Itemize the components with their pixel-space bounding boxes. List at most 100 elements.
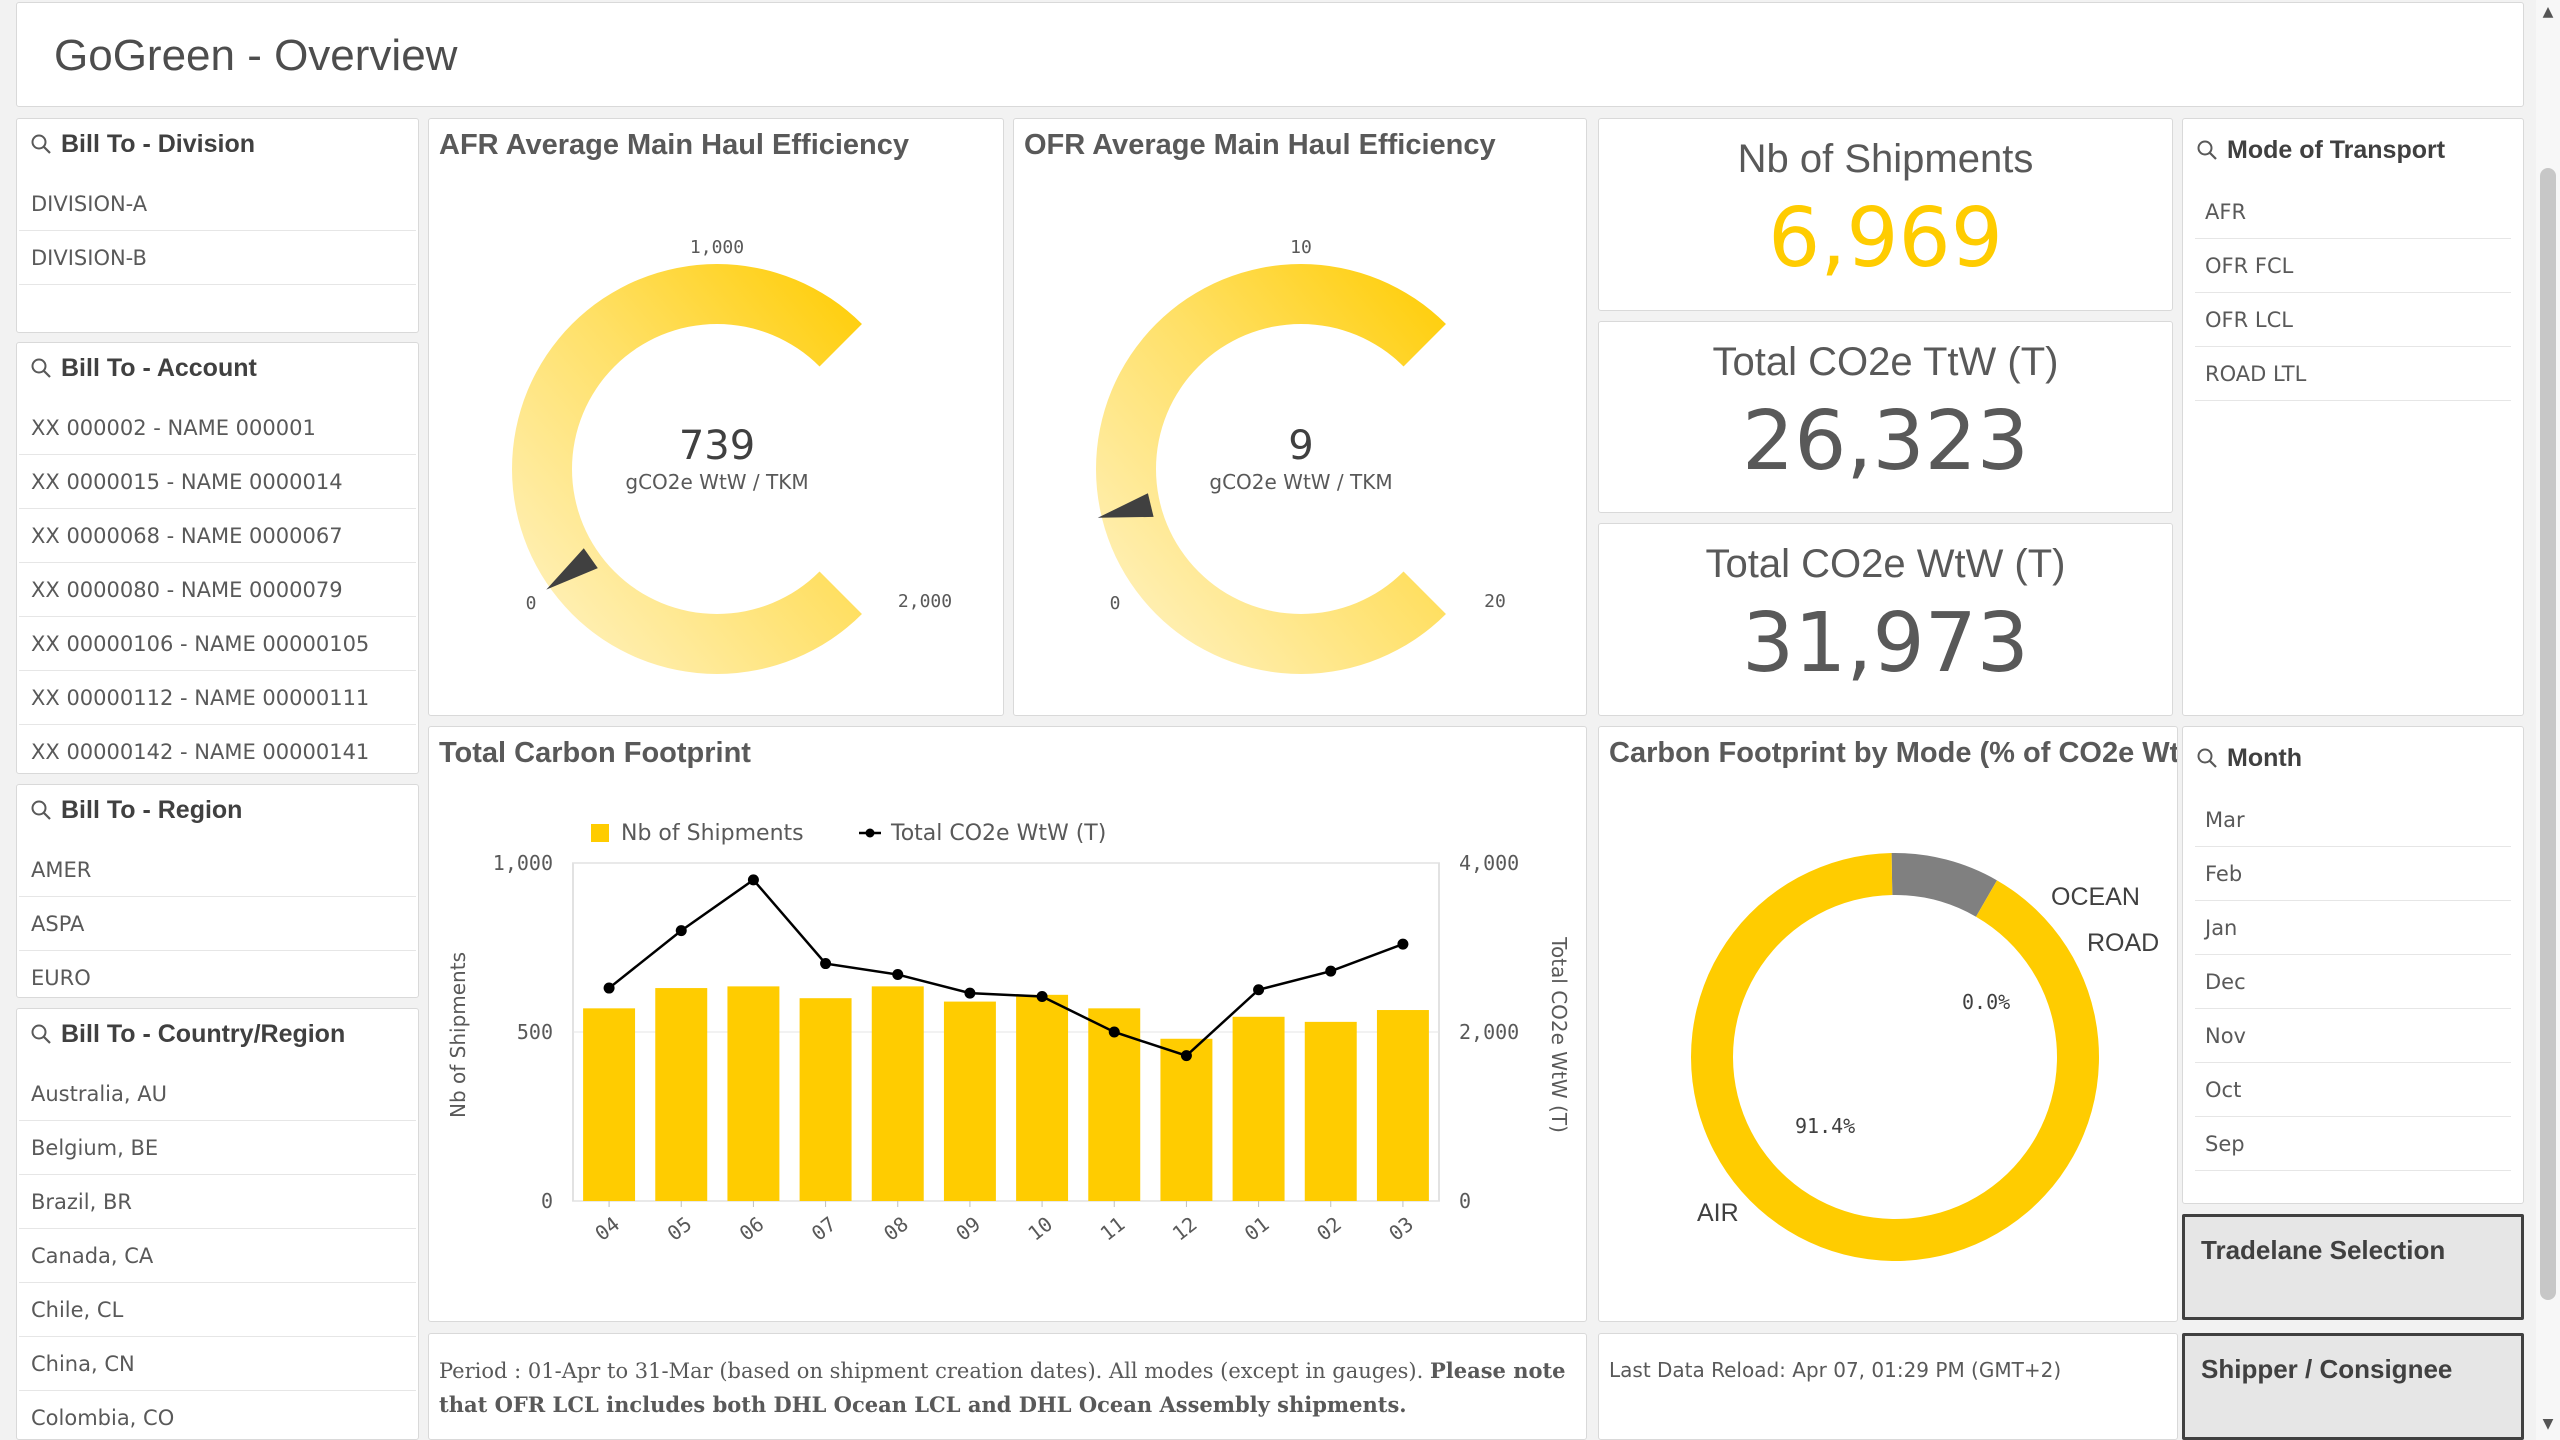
point-co2e-wtw[interactable] — [1325, 965, 1337, 977]
point-co2e-wtw[interactable] — [820, 958, 832, 970]
afr-gauge-title: AFR Average Main Haul Efficiency — [439, 129, 910, 161]
search-icon[interactable] — [29, 356, 53, 380]
filter-country-header[interactable]: Bill To - Country/Region — [17, 1009, 418, 1059]
list-item[interactable]: OFR FCL — [2195, 239, 2511, 293]
bar-shipments[interactable] — [871, 986, 924, 1201]
point-co2e-wtw[interactable] — [603, 982, 615, 994]
bar-shipments[interactable] — [655, 988, 708, 1201]
filter-mode[interactable]: Mode of Transport AFR OFR FCL OFR LCL RO… — [2182, 118, 2524, 716]
filter-account-header[interactable]: Bill To - Account — [17, 343, 418, 393]
gauge-fill — [511, 264, 862, 674]
filter-division-title: Bill To - Division — [61, 129, 255, 158]
list-item[interactable]: XX 0000068 - NAME 0000067 — [19, 509, 416, 563]
list-item[interactable]: DIVISION-B — [19, 231, 416, 285]
point-co2e-wtw[interactable] — [747, 874, 759, 886]
gauge-value: 739 — [679, 423, 755, 469]
filter-country[interactable]: Bill To - Country/Region Australia, AU B… — [16, 1008, 419, 1440]
kpi-ttw-value: 26,323 — [1742, 394, 2029, 489]
search-icon[interactable] — [29, 798, 53, 822]
list-item[interactable]: Chile, CL — [19, 1283, 416, 1337]
carbon-footprint-chart: 04 05 06 07 08 09 10 11 12 01 02 03 0 500 1,000 0 2,00… — [446, 821, 1571, 1246]
tradelane-selection-button[interactable]: Tradelane Selection — [2182, 1214, 2524, 1320]
bar-shipments[interactable] — [583, 1008, 636, 1201]
gauge-max-label: 20 — [1484, 591, 1506, 612]
point-co2e-wtw[interactable] — [1180, 1050, 1192, 1062]
scroll-down-icon[interactable]: ▼ — [2542, 1416, 2554, 1432]
page-scrollbar[interactable]: ▲ ▼ — [2536, 0, 2560, 1440]
y-tick-label: 500 — [517, 1020, 553, 1044]
point-co2e-wtw[interactable] — [1397, 938, 1409, 950]
filter-account[interactable]: Bill To - Account XX 000002 - NAME 00000… — [16, 342, 419, 774]
filter-month[interactable]: Month Mar Feb Jan Dec Nov Oct Sep — [2182, 726, 2524, 1204]
gauge-needle — [1097, 493, 1154, 518]
scroll-up-icon[interactable]: ▲ — [2542, 4, 2554, 20]
kpi-ttw-title: Total CO2e TtW (T) — [1712, 340, 2059, 384]
point-co2e-wtw[interactable] — [1108, 1026, 1120, 1038]
list-item[interactable]: Dec — [2195, 955, 2511, 1009]
gauge-unit: gCO2e WtW / TKM — [625, 470, 808, 494]
bar-shipments[interactable] — [1304, 1021, 1357, 1201]
point-co2e-wtw[interactable] — [1036, 991, 1048, 1003]
point-co2e-wtw[interactable] — [675, 925, 687, 937]
list-item[interactable]: Australia, AU — [19, 1067, 416, 1121]
list-item[interactable]: Mar — [2195, 793, 2511, 847]
list-item[interactable]: XX 000002 - NAME 000001 — [19, 401, 416, 455]
app-title: GoGreen - Overview — [54, 31, 458, 80]
point-co2e-wtw[interactable] — [964, 987, 976, 999]
list-item[interactable]: Canada, CA — [19, 1229, 416, 1283]
x-tick-label: 10 — [1023, 1212, 1057, 1246]
filter-division[interactable]: Bill To - Division DIVISION-A DIVISION-B — [16, 118, 419, 333]
bar-shipments[interactable] — [1232, 1016, 1285, 1201]
scroll-thumb[interactable] — [2540, 168, 2556, 1300]
list-item[interactable]: Oct — [2195, 1063, 2511, 1117]
list-item[interactable]: XX 00000142 - NAME 00000141 — [19, 725, 416, 773]
list-item[interactable]: Brazil, BR — [19, 1175, 416, 1229]
list-item[interactable]: Colombia, CO — [19, 1391, 416, 1439]
donut-slice-ocean[interactable] — [1891, 853, 1997, 917]
list-item[interactable]: XX 00000112 - NAME 00000111 — [19, 671, 416, 725]
list-item[interactable]: XX 0000015 - NAME 0000014 — [19, 455, 416, 509]
app-title-bar: GoGreen - Overview — [16, 2, 2524, 107]
bar-shipments[interactable] — [943, 1001, 996, 1201]
bar-shipments[interactable] — [799, 998, 852, 1201]
list-item[interactable]: Feb — [2195, 847, 2511, 901]
list-item[interactable]: XX 00000106 - NAME 00000105 — [19, 617, 416, 671]
point-co2e-wtw[interactable] — [892, 969, 904, 981]
y2-tick-label: 4,000 — [1459, 851, 1519, 875]
list-item[interactable]: Nov — [2195, 1009, 2511, 1063]
list-item[interactable]: XX 0000080 - NAME 0000079 — [19, 563, 416, 617]
list-item[interactable]: Jan — [2195, 901, 2511, 955]
search-icon[interactable] — [29, 1022, 53, 1046]
shipper-consignee-button[interactable]: Shipper / Consignee — [2182, 1333, 2524, 1440]
filter-month-header[interactable]: Month — [2183, 733, 2523, 783]
search-icon[interactable] — [2195, 746, 2219, 770]
bar-shipments[interactable] — [1376, 1010, 1429, 1201]
list-item[interactable]: OFR LCL — [2195, 293, 2511, 347]
list-item[interactable]: AMER — [19, 843, 416, 897]
search-icon[interactable] — [29, 132, 53, 156]
filter-division-header[interactable]: Bill To - Division — [17, 119, 418, 169]
list-item[interactable]: ASPA — [19, 897, 416, 951]
gauge-max-label: 2,000 — [898, 591, 952, 612]
list-item[interactable]: EURO — [19, 951, 416, 997]
list-item[interactable]: DIVISION-A — [19, 177, 416, 231]
bar-shipments[interactable] — [1160, 1038, 1213, 1201]
period-text: Period : 01-Apr to 31-Mar (based on ship… — [439, 1359, 1424, 1383]
carbon-footprint-chart-panel: Total Carbon Footprint 04 05 06 07 08 09 10 11 1… — [428, 726, 1587, 1322]
list-item[interactable]: AFR — [2195, 185, 2511, 239]
legend-swatch-shipments — [591, 824, 609, 842]
bar-shipments[interactable] — [727, 986, 780, 1201]
bar-shipments[interactable] — [1088, 1008, 1141, 1201]
filter-mode-header[interactable]: Mode of Transport — [2183, 125, 2523, 175]
filter-region-header[interactable]: Bill To - Region — [17, 785, 418, 835]
ofr-gauge-title: OFR Average Main Haul Efficiency — [1024, 129, 1496, 161]
list-item[interactable]: Sep — [2195, 1117, 2511, 1171]
list-item[interactable]: ROAD LTL — [2195, 347, 2511, 401]
donut-slice-air[interactable] — [1691, 853, 2099, 1261]
list-item[interactable]: Belgium, BE — [19, 1121, 416, 1175]
bar-shipments[interactable] — [1016, 994, 1069, 1201]
list-item[interactable]: China, CN — [19, 1337, 416, 1391]
point-co2e-wtw[interactable] — [1253, 984, 1265, 996]
search-icon[interactable] — [2195, 138, 2219, 162]
filter-region[interactable]: Bill To - Region AMER ASPA EURO — [16, 784, 419, 998]
